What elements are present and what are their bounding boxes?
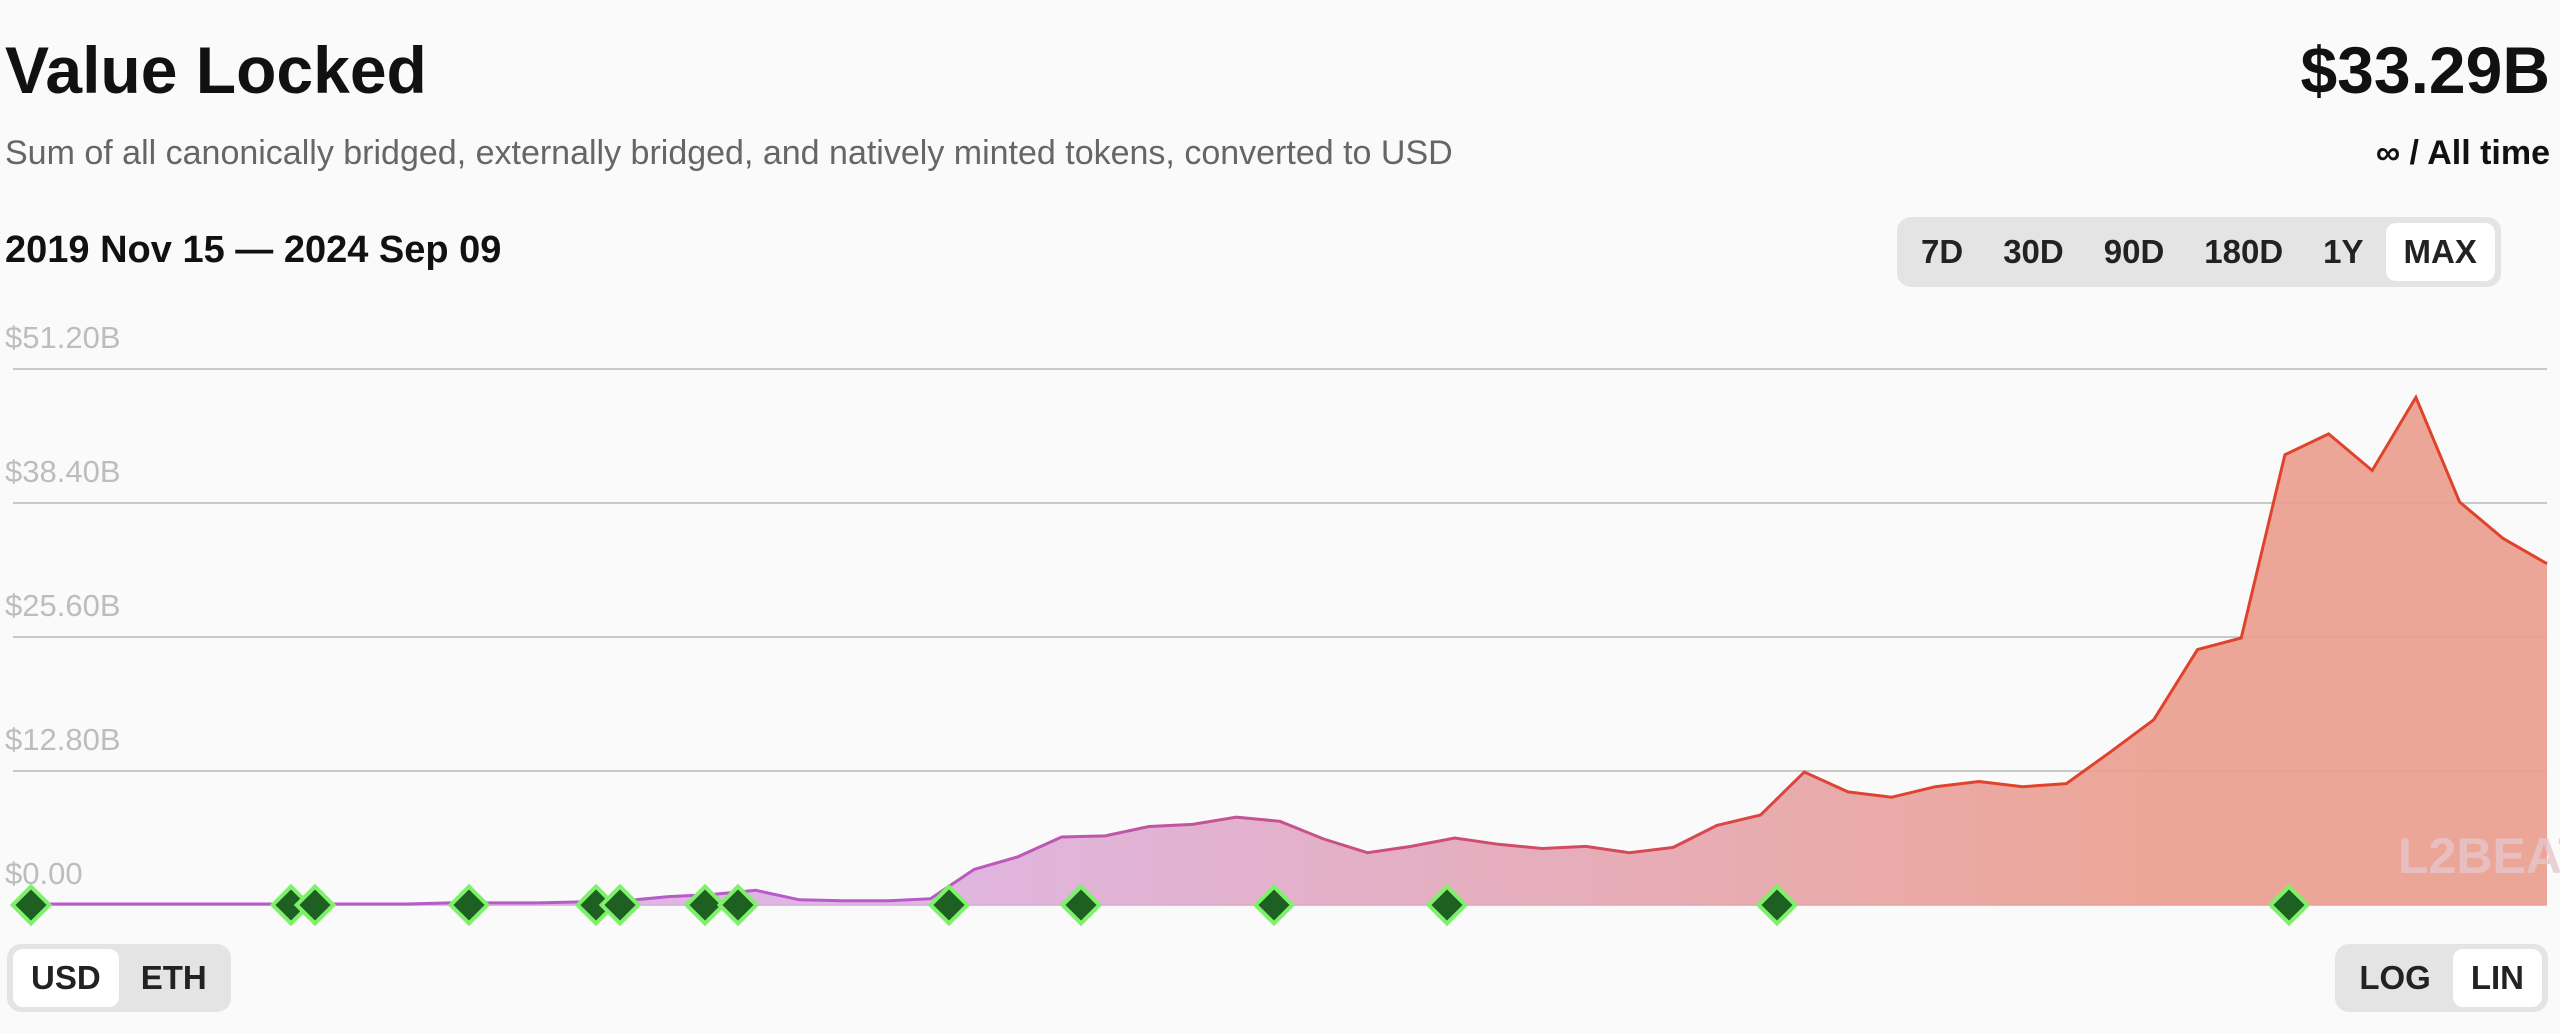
event-marker [447, 883, 491, 927]
event-marker [269, 883, 313, 927]
range-button[interactable]: 30D [2003, 233, 2064, 270]
event-marker [1059, 883, 1103, 927]
range-button[interactable]: 7D [1921, 233, 1964, 270]
range-selector: 7D 30D 90D 180D 1Y MAX [1897, 217, 2501, 287]
event-marker [9, 883, 53, 927]
scale-selector: LOG LIN [2335, 944, 2548, 1012]
range-button[interactable]: MAX [2385, 223, 2495, 281]
y-tick-label: $51.20B [5, 320, 121, 355]
period: ∞ / All time [2375, 134, 2550, 172]
range-button[interactable]: 1Y [2323, 233, 2364, 270]
range-button[interactable]: 180D [2204, 233, 2284, 270]
title: Value Locked [5, 33, 427, 107]
subtitle: Sum of all canonically bridged, external… [5, 134, 1453, 172]
event-marker [1425, 883, 1469, 927]
scale-button[interactable]: LIN [2452, 949, 2542, 1007]
event-marker [716, 883, 760, 927]
event-marker [2267, 883, 2311, 927]
event-marker [683, 883, 727, 927]
chart: $0.00 $12.80B $25.60B $38.40B $51.20B L2BEAT [5, 320, 2560, 927]
unit-button[interactable]: USD [13, 949, 119, 1007]
unit-selector: USD ETH [7, 944, 231, 1012]
y-tick-label: $25.60B [5, 588, 121, 623]
y-tick-label: $0.00 [5, 856, 83, 891]
event-marker [574, 883, 618, 927]
date-range: 2019 Nov 15 — 2024 Sep 09 [5, 229, 502, 271]
unit-button[interactable]: ETH [140, 959, 207, 996]
y-tick-label: $12.80B [5, 722, 121, 757]
event-marker [598, 883, 642, 927]
watermark: L2BEAT [2398, 828, 2560, 884]
event-marker [1755, 883, 1799, 927]
event-marker [927, 883, 971, 927]
event-marker [293, 883, 337, 927]
scale-button[interactable]: LOG [2359, 959, 2431, 996]
total-value: $33.29B [2300, 33, 2550, 107]
event-marker [1252, 883, 1296, 927]
range-button[interactable]: 90D [2103, 233, 2165, 270]
y-tick-label: $38.40B [5, 454, 121, 489]
area-line [13, 393, 2548, 906]
area-fill [13, 397, 2547, 905]
